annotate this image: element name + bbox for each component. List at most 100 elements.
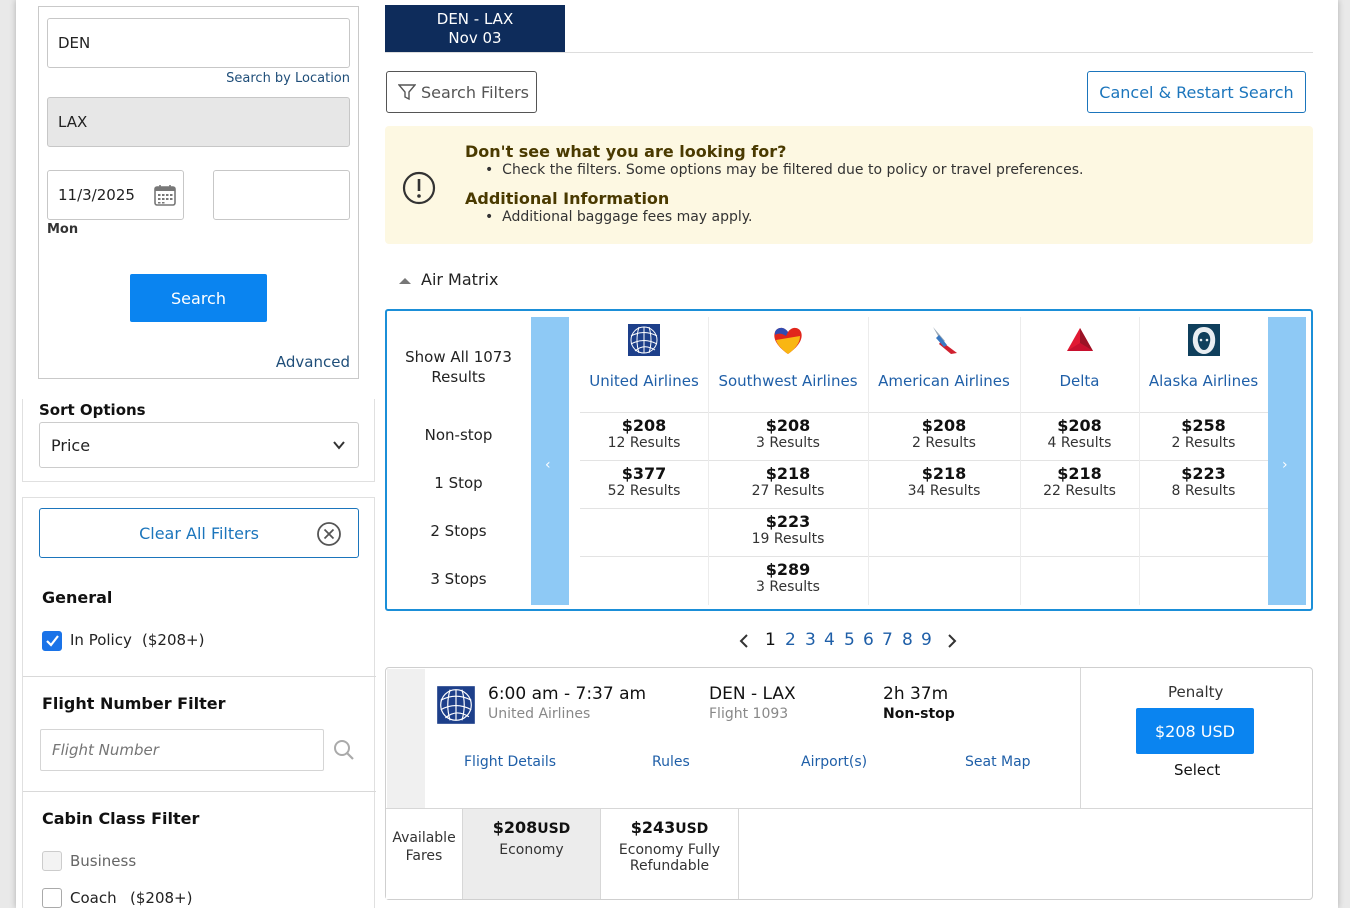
advanced-link[interactable]: Advanced <box>275 353 350 371</box>
divider <box>23 676 376 677</box>
matrix-cell-southwest-nonstop[interactable]: $208 3 Results <box>708 417 868 452</box>
origin-field[interactable]: DEN <box>47 18 350 68</box>
in-policy-label: In Policy <box>70 631 132 649</box>
tab-den-lax[interactable]: DEN - LAX Nov 03 <box>385 5 565 52</box>
matrix-cell-southwest-1stop[interactable]: $218 27 Results <box>708 465 868 500</box>
page-4-link[interactable]: 4 <box>824 630 835 650</box>
airline-name-united[interactable]: United Airlines <box>589 372 699 390</box>
cell-count: 52 Results <box>607 483 681 499</box>
fare-option-economy[interactable]: $208USD Economy <box>463 809 601 899</box>
pagination-prev-icon[interactable] <box>738 634 750 648</box>
airline-name-american[interactable]: American Airlines <box>878 372 1010 390</box>
depart-date-field[interactable]: 11/3/2025 <box>47 170 184 220</box>
page-1-current[interactable]: 1 <box>765 630 776 650</box>
cell-count: 2 Results <box>1171 435 1236 451</box>
flight-details-link[interactable]: Flight Details <box>464 754 557 770</box>
search-filters-button[interactable]: Search Filters <box>386 71 537 113</box>
matrix-cell-united-nonstop[interactable]: $208 12 Results <box>580 417 708 452</box>
search-icon[interactable] <box>333 739 355 761</box>
fare-option-economy-fully-refundable[interactable]: $243USD Economy Fully Refundable <box>601 809 739 899</box>
airline-column-american: American Airlines $208 2 Results $218 34… <box>868 317 1020 607</box>
available-fares-label: Available Fares <box>386 809 463 899</box>
airline-column-delta: Delta $208 4 Results $218 22 Results <box>1020 317 1139 607</box>
close-circle-icon <box>317 522 341 546</box>
sort-select[interactable]: Price <box>39 422 359 468</box>
search-by-location-link[interactable]: Search by Location <box>226 71 350 86</box>
matrix-cell-southwest-3stops[interactable]: $289 3 Results <box>708 561 868 596</box>
matrix-cell-united-1stop[interactable]: $377 52 Results <box>580 465 708 500</box>
matrix-cell-southwest-2stops[interactable]: $223 19 Results <box>708 513 868 548</box>
sort-options-title: Sort Options <box>39 401 146 419</box>
flight-stops: Non-stop <box>883 706 955 722</box>
page-9-link[interactable]: 9 <box>921 630 932 650</box>
available-fares-line-1: Available <box>392 830 456 846</box>
row-label-3-stops: 3 Stops <box>430 570 487 588</box>
info-heading-2: Additional Information <box>465 189 670 208</box>
cancel-restart-button[interactable]: Cancel & Restart Search <box>1087 71 1306 113</box>
return-date-field[interactable] <box>213 170 350 220</box>
fare-name: Economy Fully Refundable <box>601 842 738 874</box>
cell-count: 3 Results <box>756 435 820 451</box>
matrix-cell-alaska-nonstop[interactable]: $258 2 Results <box>1139 417 1268 452</box>
cell-price: $223 <box>1181 464 1226 483</box>
row-label-2-stops: 2 Stops <box>430 522 487 540</box>
page-3-link[interactable]: 3 <box>805 630 816 650</box>
coach-checkbox[interactable] <box>42 888 62 908</box>
show-all-results-link[interactable]: Show All 1073 Results <box>387 347 530 387</box>
cell-count: 19 Results <box>751 531 825 547</box>
matrix-row-line <box>580 508 1268 509</box>
airports-link[interactable]: Airport(s) <box>801 754 868 770</box>
page-5-link[interactable]: 5 <box>844 630 855 650</box>
depart-date-value: 11/3/2025 <box>58 186 135 204</box>
matrix-scroll-right-button[interactable]: › <box>1268 317 1306 605</box>
page-2-link[interactable]: 2 <box>785 630 796 650</box>
page-6-link[interactable]: 6 <box>863 630 874 650</box>
cell-count: 27 Results <box>751 483 825 499</box>
cell-price: $258 <box>1181 416 1226 435</box>
matrix-scroll-left-button[interactable]: ‹ <box>531 317 569 605</box>
business-checkbox[interactable] <box>42 851 62 871</box>
airline-name-delta[interactable]: Delta <box>1059 372 1100 390</box>
flight-times: 6:00 am - 7:37 am <box>488 684 647 704</box>
matrix-cell-american-nonstop[interactable]: $208 2 Results <box>868 417 1020 452</box>
fare-price: $208USD <box>463 818 600 837</box>
card-side-strip <box>387 669 425 808</box>
cell-count: 12 Results <box>607 435 681 451</box>
destination-field[interactable]: LAX <box>47 97 350 147</box>
southwest-heart-icon <box>774 327 802 354</box>
pagination-next-icon[interactable] <box>946 634 958 648</box>
clear-all-filters-label: Clear All Filters <box>139 523 259 543</box>
cell-count: 22 Results <box>1043 483 1116 499</box>
clear-all-filters-button[interactable]: Clear All Filters <box>39 508 359 558</box>
collapse-caret-icon[interactable] <box>398 276 412 286</box>
airline-name-southwest[interactable]: Southwest Airlines <box>718 372 858 390</box>
chevron-down-icon <box>333 441 345 450</box>
info-bullet-1-text: Check the filters. Some options may be f… <box>502 162 1084 178</box>
matrix-cell-delta-nonstop[interactable]: $208 4 Results <box>1020 417 1139 452</box>
in-policy-price: ($208+) <box>142 631 205 649</box>
cell-price: $377 <box>621 464 667 483</box>
price-select-button[interactable]: $208 USD <box>1136 708 1254 754</box>
matrix-cell-american-1stop[interactable]: $218 34 Results <box>868 465 1020 500</box>
matrix-cell-delta-1stop[interactable]: $218 22 Results <box>1020 465 1139 500</box>
alaska-eskimo-icon <box>1187 324 1220 356</box>
in-policy-checkbox[interactable] <box>42 631 62 651</box>
airline-name-alaska[interactable]: Alaska Airlines <box>1148 372 1259 390</box>
info-heading-1: Don't see what you are looking for? <box>465 142 787 161</box>
cell-price: $289 <box>765 560 811 579</box>
page-8-link[interactable]: 8 <box>902 630 913 650</box>
show-all-line-1: Show All 1073 <box>405 348 512 366</box>
flight-number-input[interactable] <box>40 729 324 771</box>
rules-link[interactable]: Rules <box>652 754 690 770</box>
sort-selected-value: Price <box>51 435 91 455</box>
select-label[interactable]: Select <box>1174 761 1221 779</box>
matrix-col-line <box>1020 317 1021 605</box>
destination-value: LAX <box>58 113 88 131</box>
calendar-icon[interactable] <box>153 183 177 207</box>
cell-price: $208 <box>765 416 811 435</box>
page-7-link[interactable]: 7 <box>882 630 893 650</box>
search-button[interactable]: Search <box>130 274 267 322</box>
chevron-right-icon: › <box>1282 457 1288 473</box>
seat-map-link[interactable]: Seat Map <box>965 754 1031 770</box>
matrix-cell-alaska-1stop[interactable]: $223 8 Results <box>1139 465 1268 500</box>
